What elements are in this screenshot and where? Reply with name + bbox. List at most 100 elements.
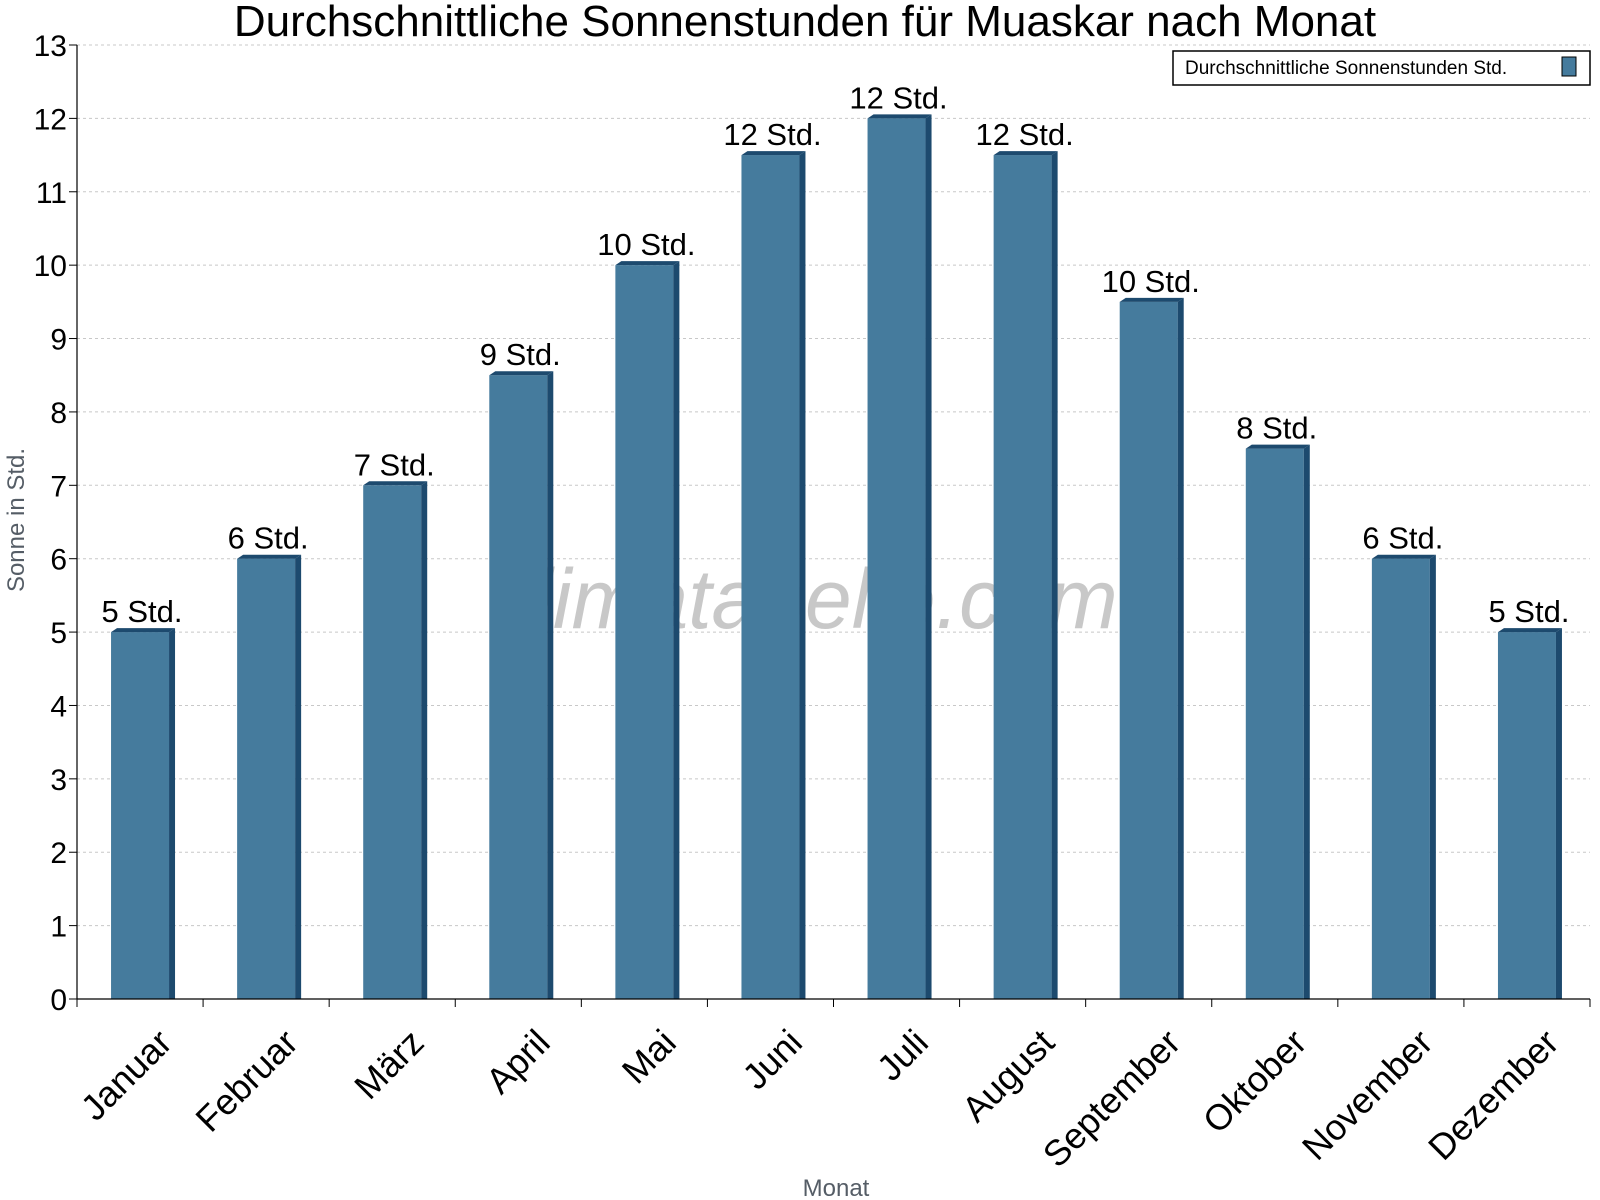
bar-front bbox=[489, 375, 548, 999]
y-tick-label: 3 bbox=[50, 764, 67, 797]
data-label: 6 Std. bbox=[1362, 521, 1443, 556]
bar-front bbox=[1245, 448, 1304, 1000]
bar-front bbox=[741, 155, 800, 1000]
bar-oktober bbox=[1245, 444, 1310, 1000]
bar-top bbox=[1119, 297, 1184, 302]
bar-side bbox=[295, 554, 302, 999]
legend-swatch bbox=[1561, 56, 1577, 77]
data-label: 5 Std. bbox=[1488, 594, 1569, 629]
bar-front bbox=[867, 118, 926, 999]
data-label: 7 Std. bbox=[354, 447, 435, 482]
x-tick-label: September bbox=[1035, 1021, 1189, 1175]
bar-top bbox=[741, 151, 806, 156]
y-tick-label: 2 bbox=[50, 837, 67, 870]
x-tick-label: Mai bbox=[614, 1021, 684, 1091]
x-tick-label: November bbox=[1294, 1021, 1440, 1167]
x-tick-label: Februar bbox=[187, 1021, 305, 1139]
bar-märz bbox=[363, 481, 428, 999]
bar-januar bbox=[111, 628, 176, 999]
y-tick-label: 0 bbox=[50, 984, 67, 1017]
y-tick-label: 8 bbox=[50, 397, 67, 430]
bar-november bbox=[1371, 554, 1436, 999]
bar-front bbox=[993, 155, 1052, 1000]
data-label: 5 Std. bbox=[102, 594, 183, 629]
x-tick-label: August bbox=[954, 1021, 1062, 1129]
x-tick-label: Januar bbox=[73, 1021, 180, 1128]
bar-juni bbox=[741, 151, 806, 1000]
data-label: 12 Std. bbox=[849, 80, 947, 115]
bar-top bbox=[993, 151, 1058, 156]
data-label: 8 Std. bbox=[1236, 411, 1317, 446]
bar-top bbox=[489, 371, 554, 376]
legend: Durchschnittliche Sonnenstunden Std. bbox=[1172, 50, 1591, 86]
bar-top bbox=[1245, 444, 1310, 449]
legend-label: Durchschnittliche Sonnenstunden Std. bbox=[1185, 58, 1507, 79]
y-tick-label: 13 bbox=[34, 30, 67, 63]
x-tick-labels: Januar Februar März April Mai Juni Juli AugustS… bbox=[73, 1021, 1567, 1175]
bar-top bbox=[615, 261, 680, 266]
bar-side bbox=[547, 371, 554, 999]
y-tick-label: 5 bbox=[50, 617, 67, 650]
bar-top bbox=[111, 628, 176, 633]
bar-front bbox=[237, 558, 296, 999]
bar-front bbox=[1371, 558, 1430, 999]
y-tick-label: 9 bbox=[50, 324, 67, 357]
bar-side bbox=[1555, 628, 1562, 999]
bar-september bbox=[1119, 297, 1184, 999]
bar-top bbox=[237, 554, 302, 559]
x-tick-label: Juli bbox=[869, 1021, 936, 1088]
bars bbox=[111, 114, 1562, 1000]
data-labels: 5 Std. 6 Std. 7 Std. 9 Std. 10 Std. 12 Std. 12… bbox=[102, 80, 1570, 629]
bar-april bbox=[489, 371, 554, 999]
bar-side bbox=[925, 114, 932, 999]
x-tick-label: Dezember bbox=[1420, 1021, 1566, 1167]
bar-side bbox=[673, 261, 680, 1000]
data-label: 10 Std. bbox=[597, 227, 695, 262]
bar-front bbox=[1497, 632, 1556, 999]
chart-title: Durchschnittliche Sonnenstunden für Muas… bbox=[234, 0, 1376, 46]
bar-top bbox=[1371, 554, 1436, 559]
bar-august bbox=[993, 151, 1058, 1000]
data-label: 12 Std. bbox=[723, 117, 821, 152]
bar-side bbox=[421, 481, 428, 999]
y-tick-label: 6 bbox=[50, 544, 67, 577]
bar-dezember bbox=[1497, 628, 1562, 999]
bar-side bbox=[799, 151, 806, 1000]
data-label: 12 Std. bbox=[976, 117, 1074, 152]
x-tick-label: März bbox=[346, 1021, 432, 1107]
x-tick-label: Oktober bbox=[1195, 1021, 1315, 1141]
bar-side bbox=[1429, 554, 1436, 999]
y-tick-label: 4 bbox=[50, 690, 67, 723]
x-tick-label: April bbox=[478, 1021, 558, 1101]
legend-box bbox=[1172, 50, 1591, 86]
y-tick-label: 10 bbox=[34, 250, 67, 283]
y-tick-label: 11 bbox=[36, 177, 67, 210]
axes bbox=[69, 44, 1591, 1007]
bar-side bbox=[1177, 297, 1184, 999]
data-label: 6 Std. bbox=[228, 521, 309, 556]
y-tick-label: 7 bbox=[50, 470, 67, 503]
bar-mai bbox=[615, 261, 680, 1000]
bar-side bbox=[169, 628, 176, 999]
data-label: 10 Std. bbox=[1102, 264, 1200, 299]
bar-top bbox=[867, 114, 932, 119]
bar-front bbox=[1119, 301, 1178, 999]
bar-front bbox=[615, 265, 674, 1000]
data-label: 9 Std. bbox=[480, 337, 561, 372]
x-tick-label: Juni bbox=[734, 1021, 810, 1097]
y-axis-label: Sonne in Std. bbox=[3, 448, 30, 592]
bar-front bbox=[111, 632, 170, 999]
bar-top bbox=[363, 481, 428, 486]
bar-side bbox=[1303, 444, 1310, 1000]
y-tick-label: 1 bbox=[50, 911, 67, 944]
bar-top bbox=[1497, 628, 1562, 633]
bar-juli bbox=[867, 114, 932, 999]
bar-side bbox=[1051, 151, 1058, 1000]
x-axis-label: Monat bbox=[803, 1175, 870, 1200]
y-tick-label: 12 bbox=[34, 103, 67, 136]
grid-lines bbox=[77, 44, 1590, 927]
bar-februar bbox=[237, 554, 302, 999]
bar-front bbox=[363, 485, 422, 999]
